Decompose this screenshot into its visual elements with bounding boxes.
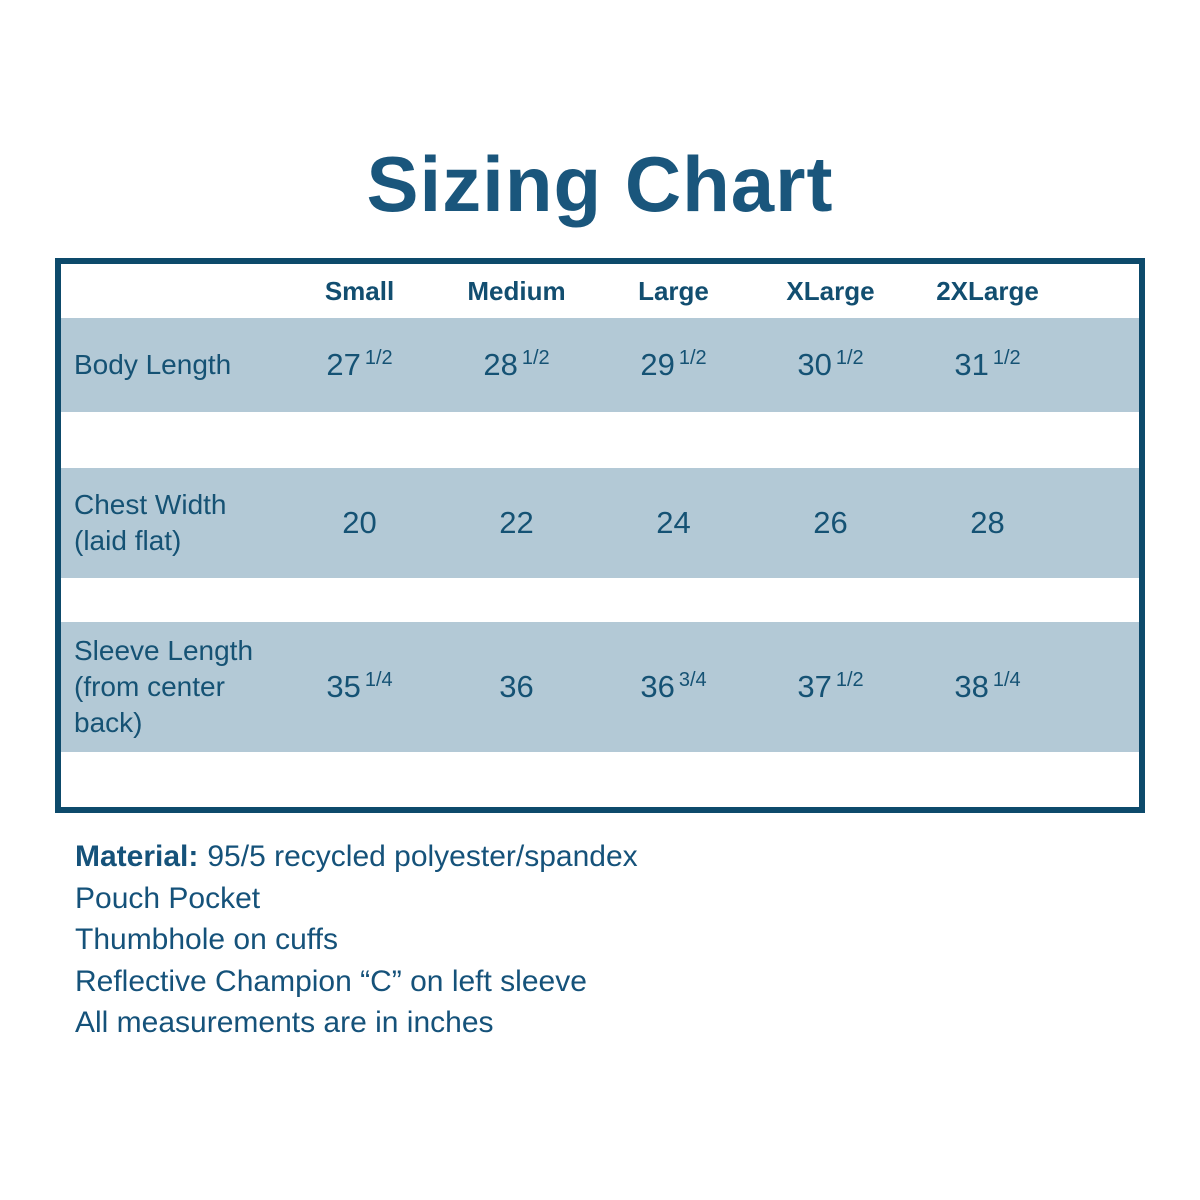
column-header-xlarge: XLarge [786,275,875,306]
value-fraction: 1/4 [992,669,1021,691]
sleeve-length-2xlarge: 38 1/4 [909,669,1066,705]
value-whole: 28 [970,505,1005,540]
value-fraction: 1/2 [364,347,393,369]
value-fraction: 1/2 [521,347,550,369]
row-sublabel-text: (laid flat) [74,525,182,556]
row-label-text: Sleeve Length [74,635,254,666]
value-whole: 26 [813,505,848,540]
note-measurements-units: All measurements are in inches [75,1006,494,1039]
column-header-medium: Medium [467,275,566,306]
row-spacer [61,412,1139,468]
value-whole: 28 [483,347,518,382]
value-whole: 20 [342,505,377,540]
value-whole: 30 [797,347,832,382]
column-header-2xlarge: 2XLarge [936,275,1039,306]
chest-width-medium: 22 [438,505,595,541]
value-fraction: 1/4 [364,669,393,691]
value-whole: 36 [499,669,534,704]
value-whole: 37 [797,669,832,704]
body-length-medium: 28 1/2 [438,347,595,383]
value-whole: 36 [640,669,675,704]
body-length-small: 27 1/2 [281,347,438,383]
value-whole: 27 [326,347,361,382]
chest-width-xlarge: 26 [752,505,909,541]
chest-width-large: 24 [595,505,752,541]
value-fraction: 1/2 [835,669,864,691]
sleeve-length-xlarge: 37 1/2 [752,669,909,705]
value-whole: 24 [656,505,691,540]
product-notes: Material: 95/5 recycled polyester/spandex… [75,836,638,1044]
value-whole: 29 [640,347,675,382]
sleeve-length-medium: 36 [438,669,595,705]
note-thumbhole: Thumbhole on cuffs [75,923,338,956]
column-header-small: Small [324,275,395,306]
value-whole: 31 [954,347,989,382]
value-whole: 38 [954,669,989,704]
row-label-text: Body Length [74,349,232,380]
sizing-table: Small Medium Large XLarge 2XLarge Body L… [55,258,1145,813]
row-label-body-length: Body Length [61,347,281,383]
table-row-chest-width: Chest Width (laid flat) 20 22 24 26 28 [61,468,1139,578]
page-title: Sizing Chart [366,140,834,228]
body-length-xlarge: 30 1/2 [752,347,909,383]
value-whole: 35 [326,669,361,704]
sleeve-length-small: 35 1/4 [281,669,438,705]
table-row-sleeve-length: Sleeve Length (from center back) 35 1/4 3… [61,622,1139,752]
value-fraction: 1/2 [678,347,707,369]
note-reflective-logo: Reflective Champion “C” on left sleeve [75,964,587,998]
table-header-row: Small Medium Large XLarge 2XLarge [61,264,1139,318]
note-pouch-pocket: Pouch Pocket [75,881,261,915]
column-header-large: Large [638,275,709,306]
row-label-sleeve-length: Sleeve Length (from center back) [61,633,281,741]
material-label: Material: [75,840,199,873]
value-fraction: 1/2 [835,347,864,369]
chest-width-2xlarge: 28 [909,505,1066,541]
table-row-body-length: Body Length 27 1/2 28 1/2 29 1/2 30 1/2 31 1/… [61,318,1139,412]
value-whole: 22 [499,505,534,540]
row-label-text: Chest Width [74,489,227,520]
sleeve-length-large: 36 3/4 [595,669,752,705]
chest-width-small: 20 [281,505,438,541]
body-length-2xlarge: 31 1/2 [909,347,1066,383]
value-fraction: 3/4 [678,669,707,691]
material-value: 95/5 recycled polyester/spandex [207,840,638,873]
row-spacer [61,578,1139,622]
value-fraction: 1/2 [992,347,1021,369]
row-sublabel-text: (from center back) [74,671,225,738]
row-label-chest-width: Chest Width (laid flat) [61,487,281,559]
note-material: Material: 95/5 recycled polyester/spandex [75,836,638,878]
body-length-large: 29 1/2 [595,347,752,383]
table-bottom-spacer [61,752,1139,807]
